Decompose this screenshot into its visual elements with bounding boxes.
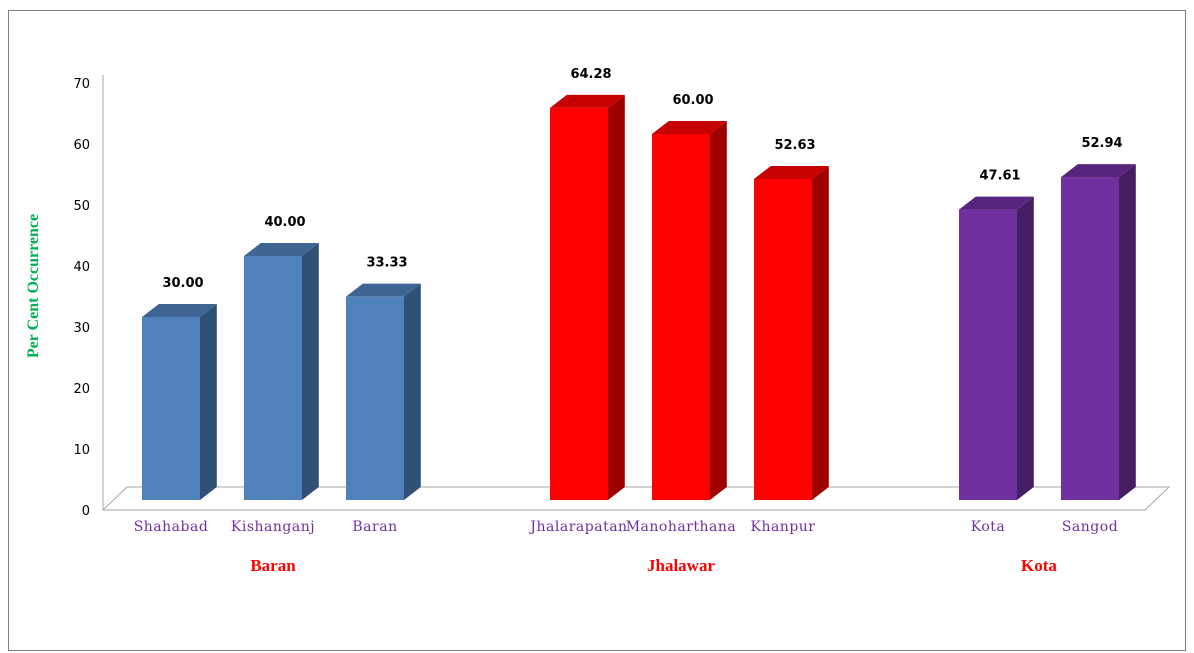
group-label: Kota bbox=[1021, 556, 1057, 575]
y-tick-label: 0 bbox=[82, 504, 90, 519]
x-tick-label: Kota bbox=[971, 519, 1005, 535]
x-tick-label: Manoharthana bbox=[626, 519, 737, 535]
bar-front bbox=[244, 256, 302, 500]
x-tick-label: Khanpur bbox=[750, 519, 815, 535]
x-tick-label: Baran bbox=[352, 519, 397, 535]
bar-side bbox=[404, 283, 421, 500]
bar-side bbox=[812, 165, 829, 500]
bar bbox=[244, 243, 319, 500]
x-tick-label: Shahabad bbox=[134, 519, 209, 535]
y-tick-label: 50 bbox=[73, 199, 90, 214]
group-label: Baran bbox=[250, 556, 296, 575]
bar bbox=[1061, 164, 1136, 501]
data-label: 33.33 bbox=[366, 256, 407, 271]
bar bbox=[754, 165, 829, 500]
bar-top bbox=[142, 304, 217, 317]
data-label: 60.00 bbox=[672, 93, 713, 108]
bar-front bbox=[652, 134, 710, 500]
bar-top bbox=[754, 165, 829, 179]
y-tick-label: 40 bbox=[73, 260, 90, 275]
x-tick-label: Jhalarapatan bbox=[528, 519, 627, 535]
bar bbox=[550, 94, 625, 500]
data-label: 47.61 bbox=[979, 169, 1020, 184]
bar-side bbox=[302, 243, 319, 500]
x-tick-label: Kishanganj bbox=[231, 519, 315, 535]
bar-front bbox=[754, 178, 812, 500]
bar bbox=[142, 304, 217, 500]
y-tick-label: 30 bbox=[73, 321, 90, 336]
bar-front bbox=[550, 107, 608, 500]
bar-front bbox=[142, 317, 200, 500]
bar-front bbox=[959, 209, 1017, 501]
y-tick-label: 20 bbox=[73, 382, 90, 397]
bar bbox=[346, 283, 421, 500]
y-axis-label: Per Cent Occurrence bbox=[25, 214, 42, 358]
x-tick-label: Sangod bbox=[1062, 519, 1118, 535]
bar-side bbox=[710, 121, 727, 500]
bar-side bbox=[200, 304, 217, 500]
bar bbox=[959, 196, 1034, 501]
bar-side bbox=[1017, 196, 1034, 501]
data-label: 64.28 bbox=[570, 67, 611, 82]
bar-front bbox=[1061, 177, 1119, 501]
bar-side bbox=[1119, 164, 1136, 501]
bar-top bbox=[346, 283, 421, 297]
bar-side bbox=[608, 94, 625, 500]
y-tick-label: 60 bbox=[73, 138, 90, 153]
y-tick-label: 70 bbox=[73, 77, 90, 92]
group-label: Jhalawar bbox=[647, 556, 715, 575]
bar-top bbox=[1061, 164, 1136, 178]
bar-front bbox=[346, 296, 404, 500]
bar-top bbox=[959, 196, 1034, 210]
bar-top bbox=[550, 94, 625, 108]
bar bbox=[652, 121, 727, 500]
y-tick-label: 10 bbox=[73, 443, 90, 458]
data-label: 52.63 bbox=[774, 138, 815, 153]
data-label: 30.00 bbox=[162, 276, 203, 291]
bar-top bbox=[652, 121, 727, 134]
data-label: 40.00 bbox=[264, 215, 305, 230]
bar-top bbox=[244, 243, 319, 256]
data-label: 52.94 bbox=[1081, 136, 1122, 151]
